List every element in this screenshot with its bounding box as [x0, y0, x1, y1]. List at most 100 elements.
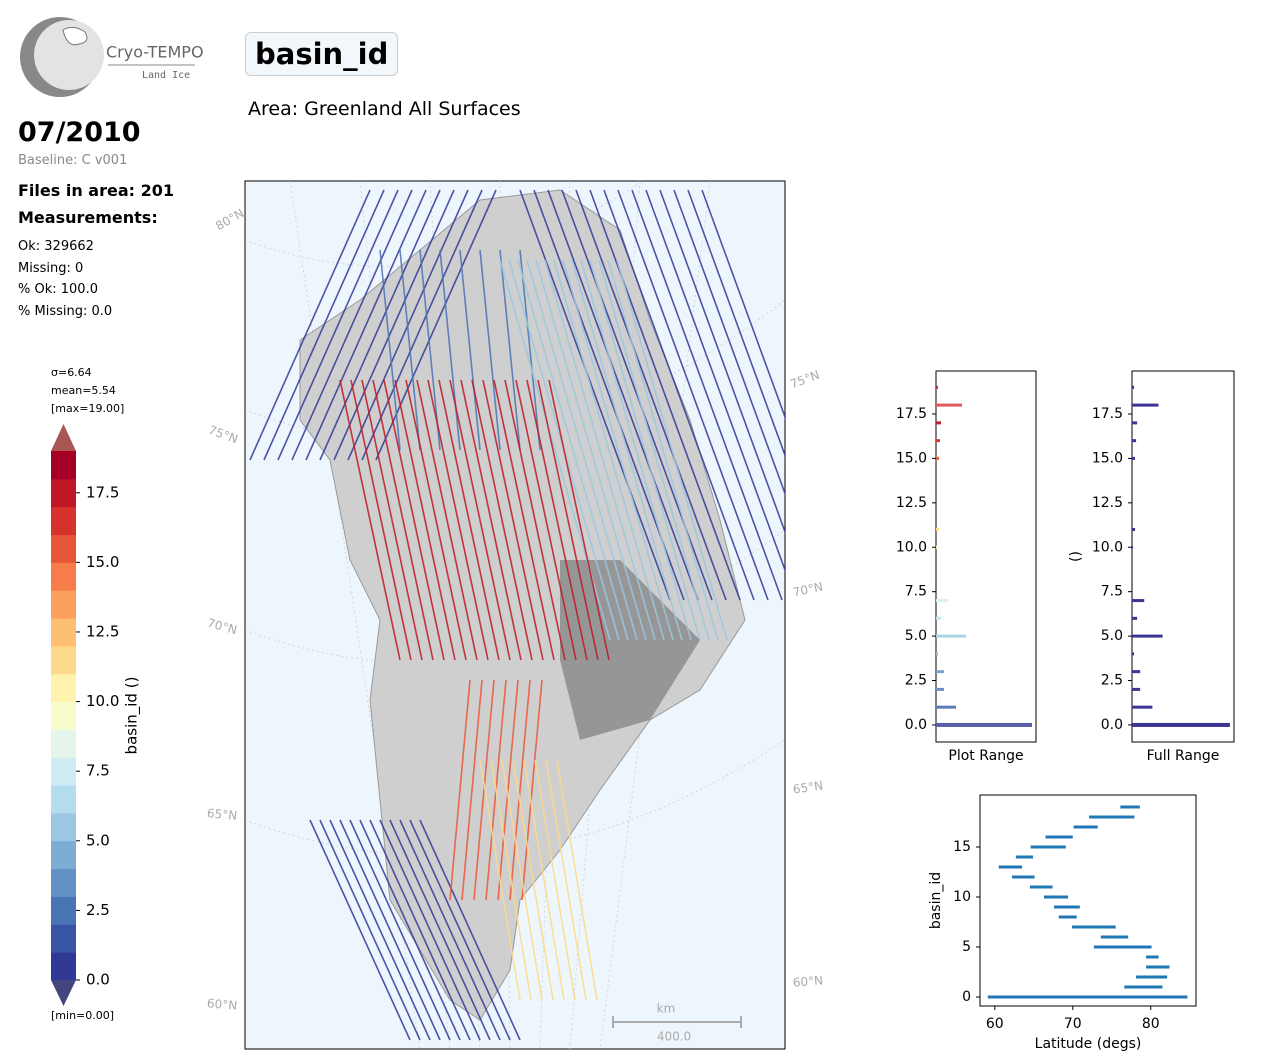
color-step: [51, 812, 76, 842]
track: [687, 189, 785, 458]
track: [598, 259, 710, 641]
track: [399, 819, 501, 1041]
track: [383, 379, 445, 661]
track: [449, 379, 511, 661]
greenland: [299, 189, 746, 1021]
stats: Ok: 329662 Missing: 0 % Ok: 100.0 % Miss…: [18, 236, 112, 322]
bar: [1132, 687, 1141, 691]
track: [461, 679, 483, 901]
bar: [936, 385, 938, 389]
bar: [1132, 634, 1163, 638]
y-tick-label: 10.0: [86, 692, 119, 710]
y-tick-label: 2.5: [1101, 673, 1123, 689]
track: [350, 379, 412, 661]
y-tick-label: 10: [953, 889, 971, 905]
track: [249, 189, 371, 461]
track: [439, 249, 461, 451]
bar: [1132, 527, 1136, 531]
track: [263, 189, 385, 461]
track: [349, 819, 451, 1041]
color-step: [51, 785, 76, 814]
lat-label: 75°N: [207, 423, 240, 447]
track: [479, 759, 521, 1001]
track: [291, 189, 413, 461]
track: [394, 379, 456, 661]
track: [333, 189, 455, 461]
y-tick-label: 7.5: [905, 584, 927, 600]
track: [309, 819, 411, 1041]
track: [493, 379, 555, 661]
track: [359, 819, 461, 1041]
x-axis-label: Full Range: [1147, 748, 1220, 764]
stat: % Missing: 0.0: [18, 303, 113, 319]
y-axis-label: basin_id (): [123, 677, 142, 755]
color-step: [51, 534, 76, 563]
track: [645, 189, 785, 573]
bar: [1132, 599, 1145, 603]
bar: [936, 439, 940, 443]
scale-length: 400.0: [657, 1030, 691, 1044]
y-tick-label: 0.0: [905, 717, 927, 733]
color-step: [51, 673, 76, 703]
track: [526, 259, 638, 641]
track: [459, 249, 481, 451]
track: [562, 259, 674, 641]
track: [589, 189, 741, 601]
meridian: [599, 181, 711, 1049]
baseline: Baseline: C v001: [18, 153, 128, 168]
map-content: [245, 181, 785, 1049]
track: [701, 189, 785, 420]
track: [519, 249, 541, 451]
lat-label: 70°N: [792, 580, 824, 600]
color-step: [51, 451, 76, 480]
track: [416, 379, 478, 661]
y-tick-label: 15.0: [896, 450, 927, 466]
track: [545, 759, 587, 1001]
bar: [1132, 616, 1138, 620]
track: [535, 259, 647, 641]
track: [482, 379, 544, 661]
track: [659, 189, 785, 534]
track: [548, 379, 610, 661]
color-step: [51, 562, 76, 591]
track: [509, 679, 531, 901]
bar: [936, 545, 937, 549]
bar: [936, 616, 941, 620]
axes-frame: [979, 794, 1197, 1007]
y-tick-label: 2.5: [905, 673, 927, 689]
graticule: [245, 299, 785, 443]
bar: [1132, 545, 1134, 549]
bar: [1132, 652, 1135, 656]
y-tick-label: 12.5: [896, 495, 927, 511]
lat-label: 75°N: [788, 368, 821, 392]
color-step: [51, 618, 76, 647]
track: [319, 819, 421, 1041]
color-step: [51, 924, 76, 953]
bar: [1132, 456, 1136, 460]
track: [571, 259, 683, 641]
track: [427, 379, 489, 661]
y-tick-label: 17.5: [896, 406, 927, 422]
y-tick-label: 17.5: [86, 483, 119, 501]
stat: Ok: 329662: [18, 239, 94, 254]
track: [607, 259, 719, 641]
track: [361, 379, 423, 661]
track: [526, 379, 588, 661]
track: [589, 259, 701, 641]
lat-label: 80°N: [213, 206, 246, 233]
greenland-shade: [560, 560, 700, 740]
track: [501, 759, 543, 1001]
track: [517, 259, 629, 641]
track: [399, 249, 421, 451]
track: [419, 819, 521, 1041]
lat-label: 60°N: [792, 973, 823, 990]
track: [523, 759, 565, 1001]
bar: [936, 403, 962, 407]
logo: Cryo-TEMPO Land Ice: [20, 17, 204, 97]
measurements-heading: Measurements:: [18, 208, 158, 227]
y-tick-label: 12.5: [86, 622, 119, 640]
y-axis-label: (): [1068, 551, 1084, 562]
track: [319, 189, 441, 461]
